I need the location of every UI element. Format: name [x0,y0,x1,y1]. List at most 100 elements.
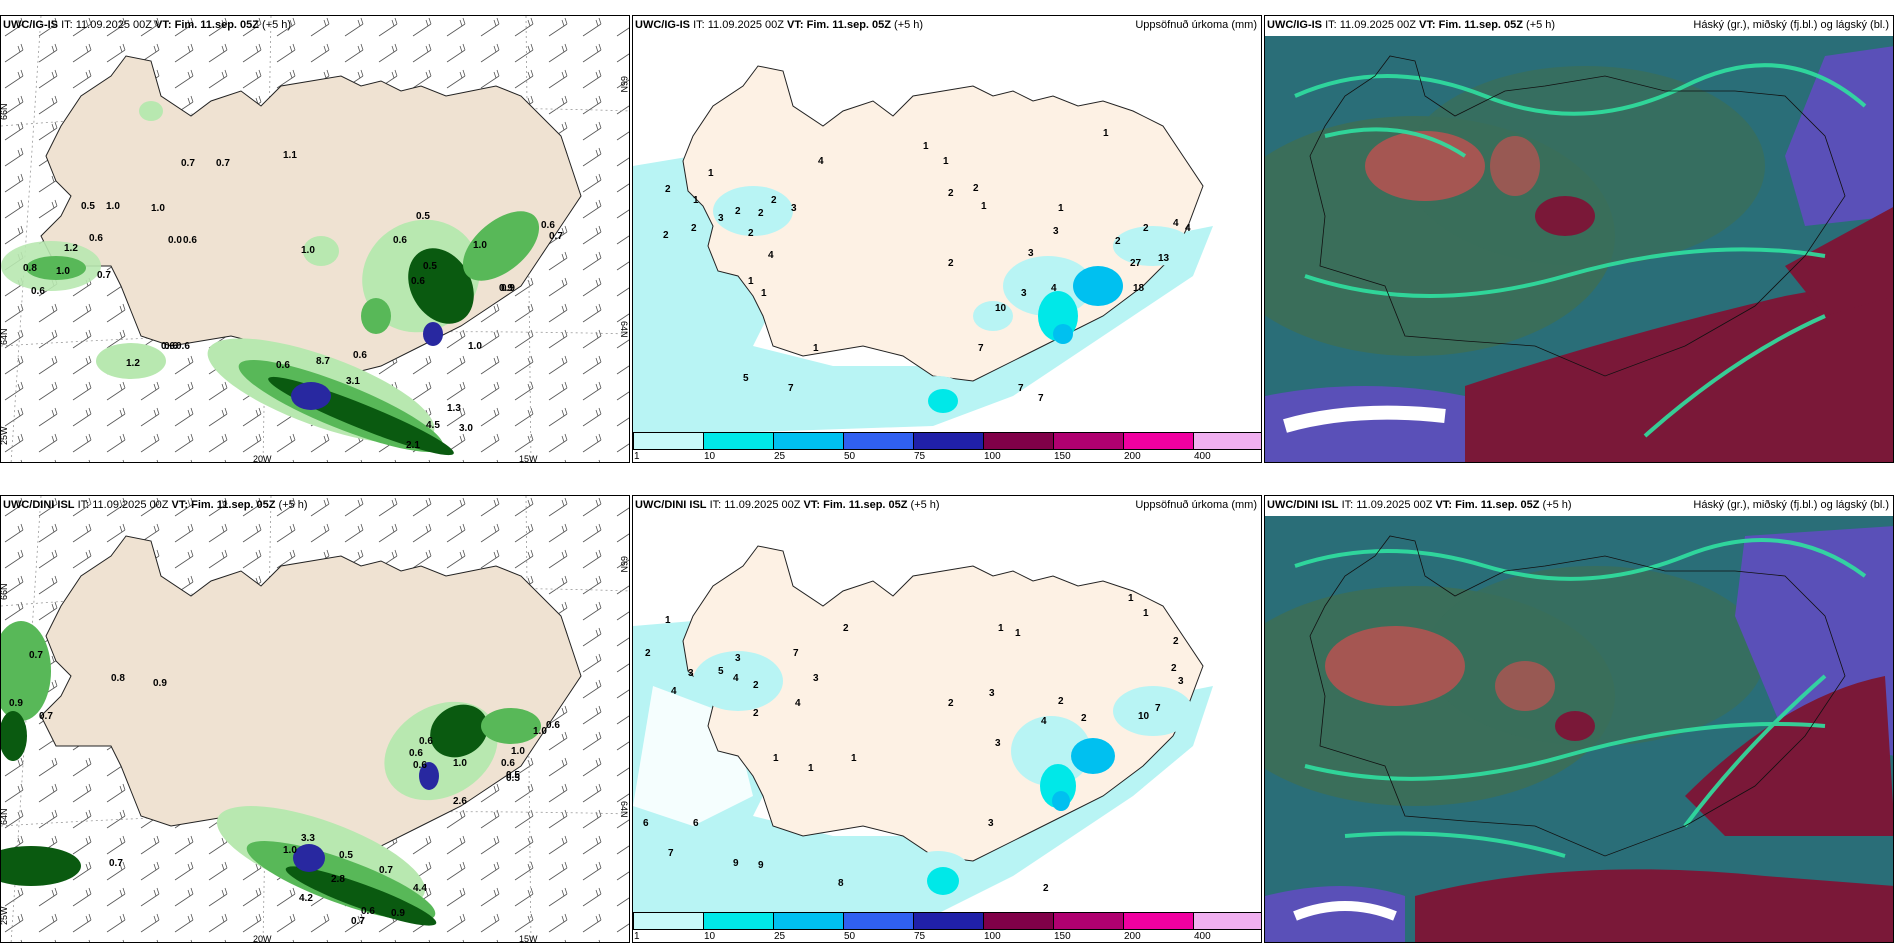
lat-label-25w: 25W [1,426,9,445]
colorbar-label: 1 [634,451,640,462]
lat-label-64n-right: 64N [619,321,629,338]
value-label: 0.7 [109,858,123,869]
value-label: 10 [995,303,1007,314]
panel-header: UWC/DINI ISL IT: 11.09.2025 00Z VT: Fim.… [3,499,308,511]
value-label: 0.6 [413,760,427,771]
colorbar-segment [913,912,984,930]
value-label: 3.3 [301,833,315,844]
value-label: 0.5 [339,850,353,861]
precip-values: 0.7 0.8 0.9 0.9 0.7 0.6 0.6 0.6 1.0 0.6 … [9,650,560,927]
panel-right-title: Háský (gr.), miðský (fj.bl.) og lágský (… [1693,499,1889,511]
value-label: 4 [1185,223,1191,234]
value-label: 7 [788,383,794,394]
colorbar-segment [843,912,914,930]
panel-header: UWC/IG-IS IT: 11.09.2025 00Z VT: Fim. 11… [3,19,292,31]
colorbar-label: 200 [1124,931,1141,942]
value-label: 4.2 [299,893,313,904]
colorbar-segment [1053,912,1124,930]
value-label: 1 [693,195,699,206]
cloud-map [1265,516,1893,942]
value-label: 0.6 [276,360,290,371]
colorbar-segment [703,432,774,450]
value-label: 0.6 [419,736,433,747]
value-label: 4 [1173,218,1179,229]
value-label: 6 [643,818,649,829]
value-label: 2.1 [406,440,420,451]
value-label: 1 [1143,608,1149,619]
value-label: 1 [1128,593,1134,604]
iceland-outline [1309,55,1846,377]
value-label: 2 [973,183,979,194]
value-label: 2 [735,206,741,217]
value-label: 1 [1015,628,1021,639]
value-label: 2 [843,623,849,634]
value-label: 0.7 [97,270,111,281]
value-label: 7 [793,648,799,659]
value-label: 1 [748,276,754,287]
value-label: 2 [753,708,759,719]
panel-right-title: Háský (gr.), miðský (fj.bl.) og lágský (… [1693,19,1889,31]
value-label: 3 [718,213,724,224]
value-label: 3 [813,673,819,684]
value-label: 3 [1028,248,1034,259]
value-label: 0.6 [501,758,515,769]
value-label: 2 [1173,636,1179,647]
panel-header: UWC/DINI ISL IT: 11.09.2025 00Z VT: Fim.… [1267,499,1572,511]
colorbar-label: 50 [844,451,856,462]
value-label: 2 [948,258,954,269]
cloud-contours [1294,538,1867,858]
value-label: 0.6 [183,235,197,246]
value-label: 4 [1051,283,1057,294]
value-label: 8.7 [316,356,330,367]
value-label: 0.9 [9,698,23,709]
value-label: 0.5 [506,770,520,781]
precip-shading [713,186,1193,416]
value-label: 2 [645,648,651,659]
value-label: 6 [693,818,699,829]
colorbar-segment [1193,432,1261,450]
colorbar: 1 10 25 50 75 100 150 200 400 [633,432,1261,462]
value-label: 3 [735,653,741,664]
value-label: 7 [668,848,674,859]
lon-label-20w: 20W [253,934,272,943]
panel-header: UWC/DINI ISL IT: 11.09.2025 00Z VT: Fim.… [635,499,940,511]
colorbar-label: 75 [914,931,926,942]
lat-label-66n-right: 66N [619,556,629,573]
value-label: 18 [1133,283,1145,294]
value-label: 0.7 [216,158,230,169]
cloud-map [1265,36,1893,462]
value-label: 4 [768,250,774,261]
value-label: 0.5 [423,261,437,272]
value-label: 1.0 [473,240,487,251]
value-label: 0.8 [23,263,37,274]
value-label: 1.0 [283,845,297,856]
value-label: 1.0 [511,746,525,757]
value-label: 13 [1158,253,1170,264]
value-label: 0.6 [393,235,407,246]
iceland-outline [1309,535,1846,857]
precip-shading [1,101,540,456]
value-label: 0.5 [506,773,520,784]
value-label: 0.6 [541,220,555,231]
value-label: 1.0 [533,726,547,737]
value-label: 4 [795,698,801,709]
colorbar-segment [1123,432,1194,450]
lat-label-64n: 64N [1,328,9,345]
colorbar-segment [703,912,774,930]
value-label: 2.8 [331,874,345,885]
value-label: 7 [1155,703,1161,714]
value-label: 2 [691,223,697,234]
panel-igis-wind: UWC/IG-IS IT: 11.09.2025 00Z VT: Fim. 11… [0,15,630,463]
panel-dini-wind: UWC/DINI ISL IT: 11.09.2025 00Z VT: Fim.… [0,495,630,943]
value-label: 0.7 [29,650,43,661]
value-label: 1 [943,156,949,167]
value-label: 0.6 [164,341,178,352]
colorbar-label: 400 [1194,931,1211,942]
value-label: 0.7 [181,158,195,169]
value-label: 7 [1018,383,1024,394]
colorbar-label: 400 [1194,451,1211,462]
colorbar-segment [1053,432,1124,450]
value-label: 2 [1115,236,1121,247]
lat-label-65n-right: 66N [619,76,629,93]
value-label: 0.8 [111,673,125,684]
